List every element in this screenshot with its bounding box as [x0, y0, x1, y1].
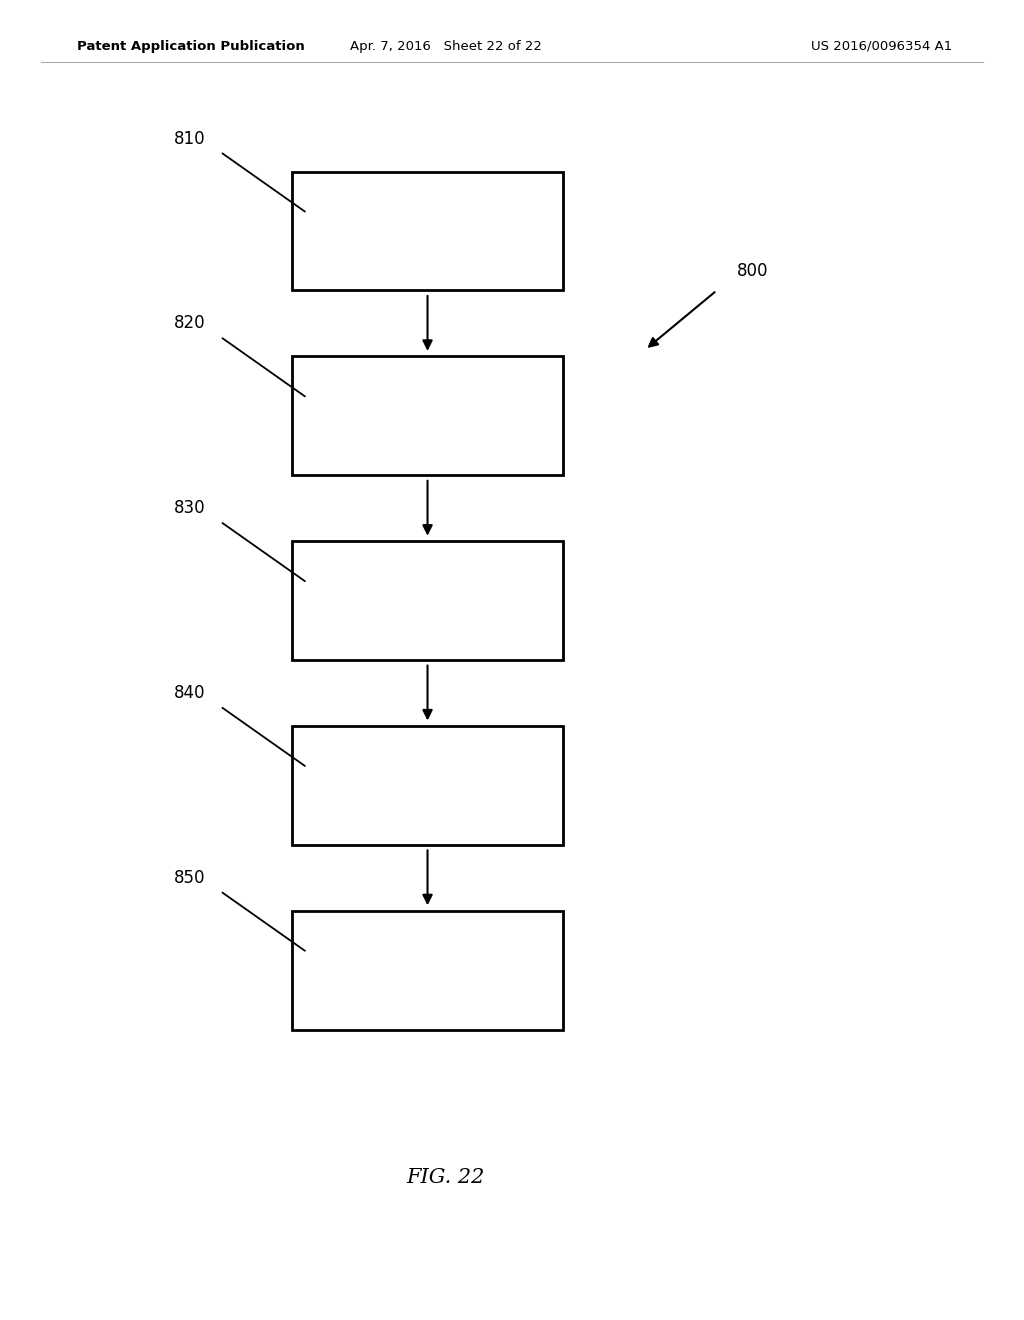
Text: FIG. 22: FIG. 22	[407, 1168, 484, 1187]
Text: Patent Application Publication: Patent Application Publication	[77, 40, 304, 53]
Text: 840: 840	[174, 684, 205, 702]
Bar	[292, 356, 563, 475]
Bar	[292, 172, 563, 290]
Text: 810: 810	[174, 129, 205, 148]
Text: 820: 820	[174, 314, 205, 333]
Text: Apr. 7, 2016   Sheet 22 of 22: Apr. 7, 2016 Sheet 22 of 22	[349, 40, 542, 53]
Text: 830: 830	[174, 499, 205, 517]
Text: 800: 800	[737, 261, 769, 280]
Text: US 2016/0096354 A1: US 2016/0096354 A1	[811, 40, 952, 53]
Bar	[292, 726, 563, 845]
Bar	[292, 541, 563, 660]
Bar	[292, 911, 563, 1030]
Text: 850: 850	[174, 869, 205, 887]
